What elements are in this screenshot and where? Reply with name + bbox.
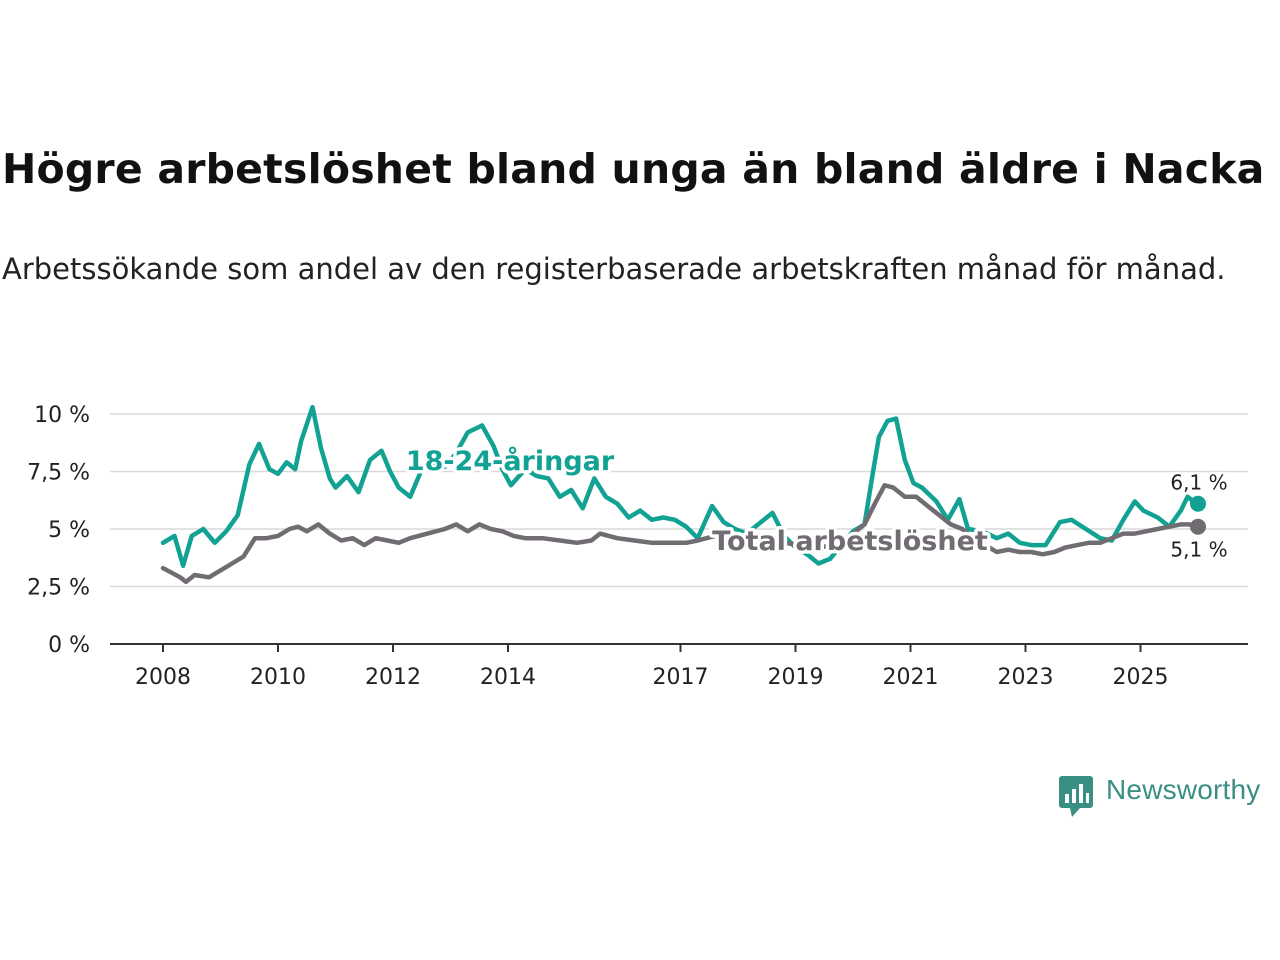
line-chart: 0 % 2,5 % 5 % 7,5 % 10 % 2008 2010 2012 2014 2017…: [27, 403, 1248, 690]
y-tick-label: 2,5 %: [27, 576, 90, 601]
y-tick-label: 10 %: [34, 403, 90, 428]
brand-name: Newsworthy: [1106, 774, 1261, 805]
x-tick-label: 2014: [480, 665, 536, 690]
youth-series-end-point: [1190, 495, 1206, 512]
x-tick-label: 2021: [883, 665, 939, 690]
newsworthy-logo-icon: [1059, 776, 1093, 817]
x-tick-label: 2008: [135, 665, 191, 690]
chart-subtitle: Arbetssökande som andel av den registerb…: [2, 252, 1226, 286]
youth-series-end-label: 6,1 %: [1170, 471, 1227, 495]
total-series-end-point: [1190, 518, 1206, 535]
x-tick-label: 2019: [768, 665, 824, 690]
youth-series-label: 18-24-åringar: [406, 445, 615, 477]
x-tick-label: 2017: [653, 665, 709, 690]
x-tick-label: 2010: [250, 665, 306, 690]
chart-title: Högre arbetslöshet bland unga än bland ä…: [2, 145, 1265, 193]
youth-series-line: [160, 404, 1201, 569]
y-tick-label: 5 %: [48, 518, 90, 543]
x-tick-label: 2025: [1113, 665, 1169, 690]
total-series-label: Total arbetslöshet: [712, 526, 988, 557]
total-series-end-label: 5,1 %: [1170, 538, 1227, 562]
brand-logo[interactable]: Newsworthy: [1058, 772, 1280, 818]
x-tick-label: 2012: [365, 665, 421, 690]
x-tick-label: 2023: [998, 665, 1054, 690]
y-tick-label: 0 %: [48, 633, 90, 658]
total-series-line: [160, 483, 1201, 585]
y-tick-label: 7,5 %: [27, 461, 90, 486]
